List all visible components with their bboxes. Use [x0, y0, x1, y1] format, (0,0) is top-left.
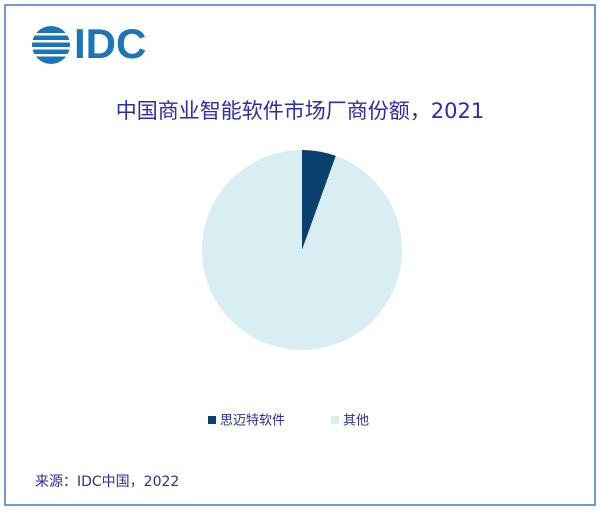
pie-slice [201, 150, 402, 350]
pie-slice [302, 150, 336, 250]
legend-swatch [208, 416, 216, 424]
logo-text: IDC [74, 20, 146, 67]
chart-title: 中国商业智能软件市场厂商份额，2021 [116, 99, 484, 123]
legend: 思迈特软件 其他 [208, 414, 369, 429]
legend-label: 思迈特软件 [220, 414, 285, 429]
source: 来源：IDC中国，2022 [35, 474, 179, 490]
logo-globe [30, 26, 72, 64]
legend-label: 其他 [343, 414, 369, 429]
pie [201, 150, 402, 350]
legend-swatch [331, 416, 339, 424]
